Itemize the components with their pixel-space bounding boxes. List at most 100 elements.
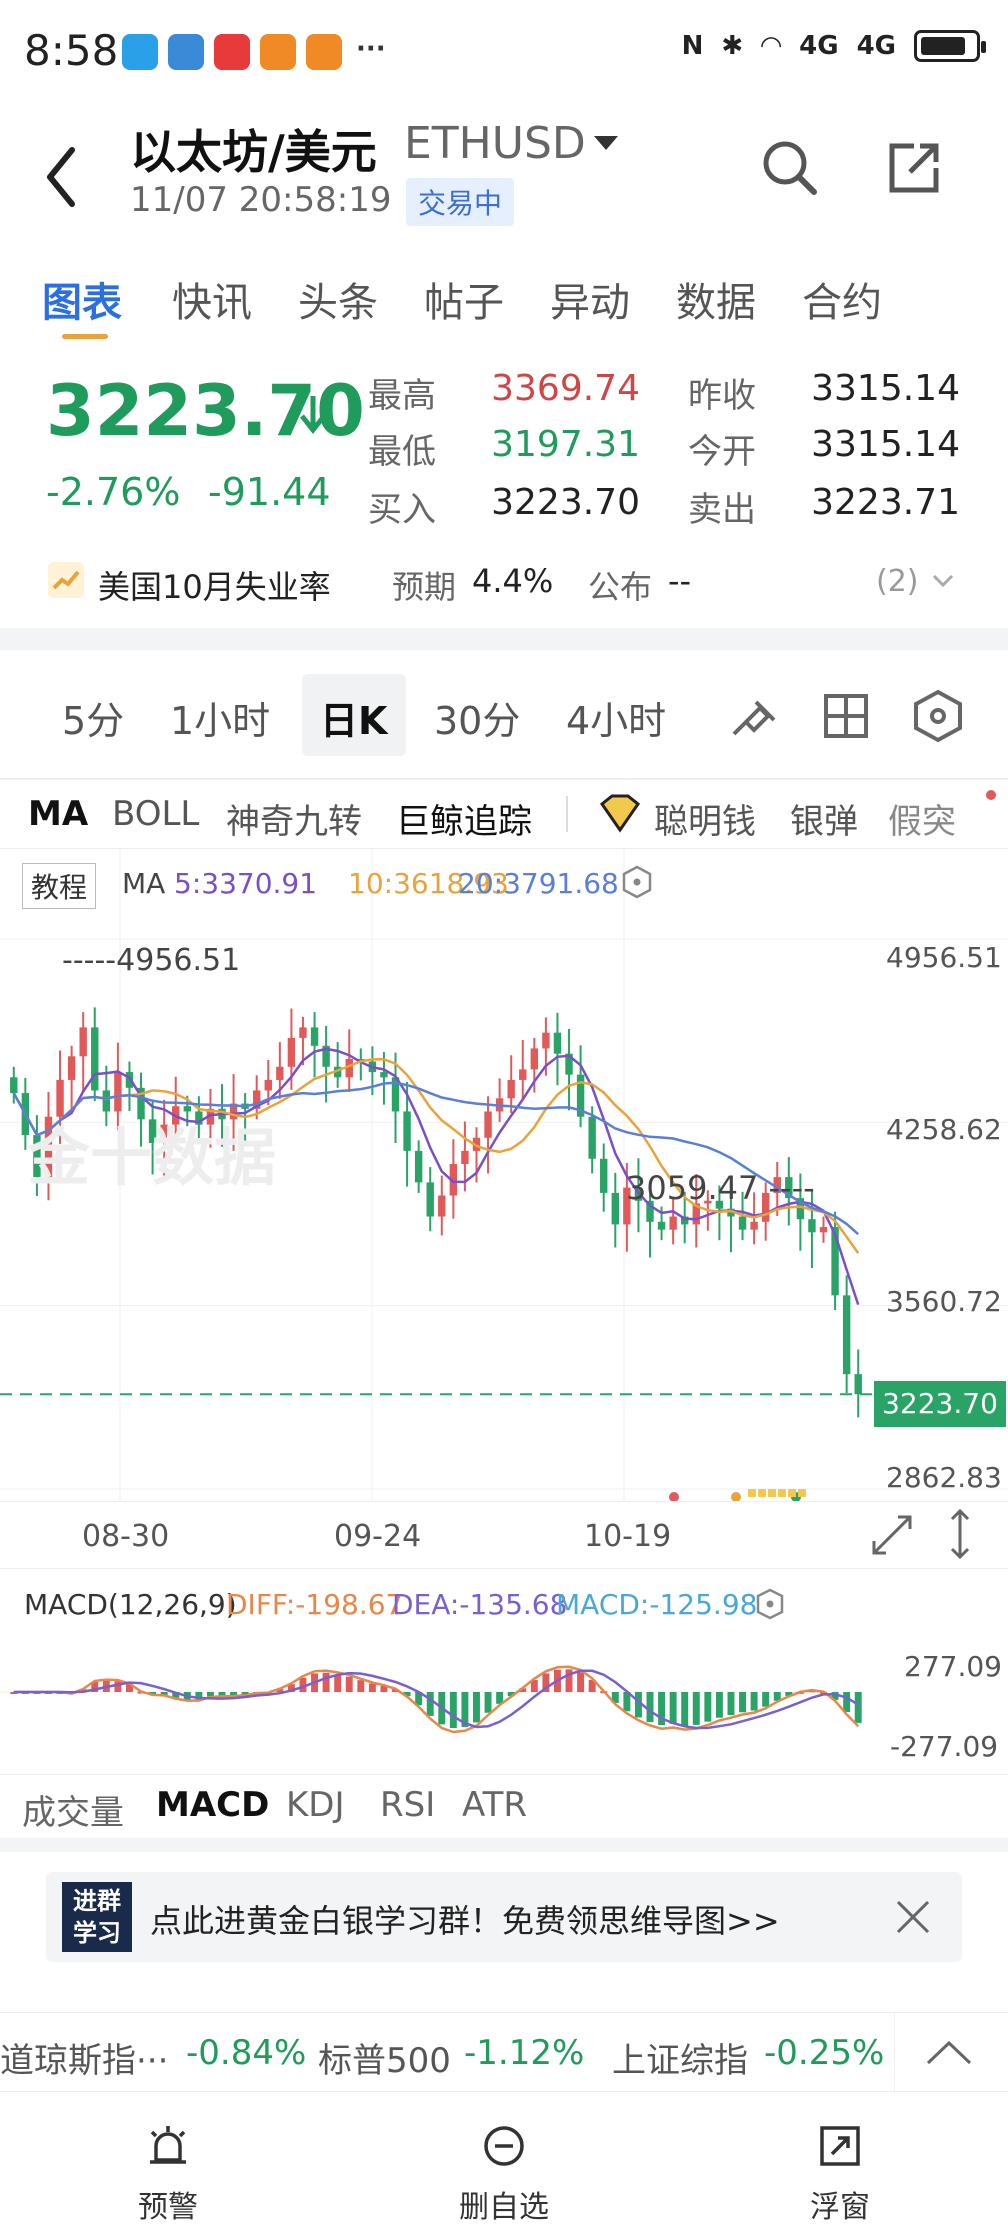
period-30min[interactable]: 30分 xyxy=(434,699,521,743)
candle-body xyxy=(56,1079,64,1117)
candle-body xyxy=(842,1295,851,1375)
indicator-false-breakout[interactable]: 假突 xyxy=(888,802,956,842)
macd-bar xyxy=(577,1672,585,1692)
divider xyxy=(0,1568,1008,1569)
tab-flash-news[interactable]: 快讯 xyxy=(172,280,252,326)
macd-title: MACD(12,26,9) xyxy=(24,1588,237,1621)
candle-body xyxy=(808,1219,816,1233)
sub-tab-rsi[interactable]: RSI xyxy=(380,1785,436,1825)
grid-layout-icon[interactable] xyxy=(820,690,872,742)
expect-label: 预期 xyxy=(392,568,457,606)
ma-lines xyxy=(12,1047,860,1305)
indicator-boll[interactable]: BOLL xyxy=(112,794,200,834)
section-divider xyxy=(0,628,1008,650)
macd-panel[interactable]: MACD(12,26,9) DIFF:-198.67 DEA:-135.68 M… xyxy=(0,1570,1008,1774)
fullscreen-icon[interactable] xyxy=(870,1513,914,1557)
indicator-smart-money[interactable]: 聪明钱 xyxy=(654,802,756,842)
share-icon[interactable] xyxy=(884,138,944,198)
active-period-highlight xyxy=(302,674,406,756)
symbol-selector[interactable]: ETHUSD xyxy=(404,118,586,169)
status-time: 8:58 xyxy=(24,26,119,75)
candle-body xyxy=(44,1116,53,1178)
date-axis-label: 09-24 xyxy=(334,1519,422,1554)
nav-alert[interactable]: 预警 xyxy=(88,2124,248,2226)
candlestick-chart[interactable] xyxy=(0,849,1008,1569)
remove-circle-icon xyxy=(484,2126,524,2166)
search-icon[interactable] xyxy=(760,138,820,198)
macd-chart[interactable] xyxy=(0,1570,1008,1774)
chevron-up-icon[interactable] xyxy=(924,2039,974,2067)
period-1hour[interactable]: 1小时 xyxy=(170,699,271,743)
tab-data[interactable]: 数据 xyxy=(676,280,756,326)
close-icon[interactable] xyxy=(894,1898,932,1936)
sub-tab-volume[interactable]: 成交量 xyxy=(22,1793,124,1833)
period-daily[interactable]: 日K xyxy=(320,699,388,743)
price-axis-label: 3560.72 xyxy=(886,1285,1002,1318)
macd-dea-line xyxy=(13,1669,859,1730)
draw-tool-icon[interactable] xyxy=(726,690,778,742)
low-marker-label: 3059.47 ---- xyxy=(626,1169,815,1207)
macd-bar xyxy=(345,1676,353,1692)
candle-body xyxy=(484,1111,492,1138)
index-ticker[interactable]: 道琼斯指··· -0.84% 标普500 -1.12% 上证综指 -0.25% xyxy=(0,2012,1008,2093)
smart-money-icon xyxy=(599,794,641,833)
event-dot xyxy=(669,1492,679,1502)
trade-status-badge: 交易中 xyxy=(406,178,515,226)
vertical-scale-icon[interactable] xyxy=(948,1507,972,1561)
macd-bar xyxy=(299,1677,307,1692)
system-icons: N ✱ ◠ 4G 4G xyxy=(682,30,986,62)
indicator-whale-tracking[interactable]: 巨鲸追踪 xyxy=(396,802,532,842)
quote-datetime: 11/07 20:58:19 xyxy=(130,180,392,220)
indicator-silver-bullet[interactable]: 银弹 xyxy=(790,802,858,842)
nav-remove-watchlist[interactable]: 删自选 xyxy=(424,2124,584,2226)
sub-tab-macd[interactable]: MACD xyxy=(156,1785,270,1825)
tab-movement[interactable]: 异动 xyxy=(550,280,630,326)
candle-body xyxy=(785,1177,793,1199)
macd-bar xyxy=(704,1692,712,1722)
prev-close-label: 昨收 xyxy=(688,376,756,416)
low-marker-value: 3059.47 xyxy=(626,1169,759,1207)
indicator-ma[interactable]: MA xyxy=(28,794,89,834)
app-notification-icon xyxy=(260,34,296,70)
ask-value: 3223.71 xyxy=(811,482,960,523)
economic-event-row[interactable]: 美国10月失业率 预期 4.4% 公布 -- (2) xyxy=(0,550,1008,616)
nav-float-window[interactable]: 浮窗 xyxy=(760,2124,920,2226)
macd-bar xyxy=(449,1692,457,1728)
tab-headlines[interactable]: 头条 xyxy=(298,280,378,326)
candle-body xyxy=(391,1077,400,1112)
whale-marker xyxy=(768,1489,776,1497)
promo-banner[interactable]: 进群 学习 点此进黄金白银学习群！免费领思维导图>> xyxy=(46,1872,962,1962)
sub-tab-kdj[interactable]: KDJ xyxy=(286,1785,345,1825)
price-axis-label: 4258.62 xyxy=(886,1113,1002,1146)
candle-body xyxy=(253,1090,261,1109)
sub-tab-atr[interactable]: ATR xyxy=(462,1785,528,1825)
app-notification-icon xyxy=(168,34,204,70)
chevron-down-icon[interactable] xyxy=(594,136,618,150)
tab-contract[interactable]: 合约 xyxy=(802,280,882,326)
back-arrow-icon[interactable] xyxy=(40,142,84,212)
app-notification-icon xyxy=(122,34,158,70)
tab-posts[interactable]: 帖子 xyxy=(424,280,504,326)
period-4hour[interactable]: 4小时 xyxy=(566,699,667,743)
candle-body xyxy=(380,1072,388,1078)
new-dot xyxy=(986,790,996,800)
tutorial-button[interactable]: 教程 xyxy=(22,863,97,909)
whale-marker xyxy=(778,1489,786,1497)
macd-diff-line xyxy=(13,1665,860,1734)
candle-body xyxy=(137,1087,145,1120)
tab-chart[interactable]: 图表 xyxy=(42,280,122,326)
period-5min[interactable]: 5分 xyxy=(62,699,125,743)
macd-bar xyxy=(530,1680,538,1692)
macd-bar xyxy=(426,1692,434,1716)
ma-settings-icon[interactable] xyxy=(622,865,652,899)
price-chart[interactable]: 教程 MA 5:3370.91 10:3618.93 20:3791.68 --… xyxy=(0,848,1008,1568)
macd-bar xyxy=(565,1669,573,1692)
indicator-td9[interactable]: 神奇九转 xyxy=(226,802,362,842)
candle-body xyxy=(461,1150,469,1165)
settings-hexagon-icon[interactable] xyxy=(912,688,964,744)
macd-settings-icon[interactable] xyxy=(756,1588,784,1620)
candle-body xyxy=(681,1216,689,1225)
macd-bar xyxy=(727,1692,735,1716)
trend-chart-icon xyxy=(48,562,84,598)
macd-bar xyxy=(519,1688,527,1692)
